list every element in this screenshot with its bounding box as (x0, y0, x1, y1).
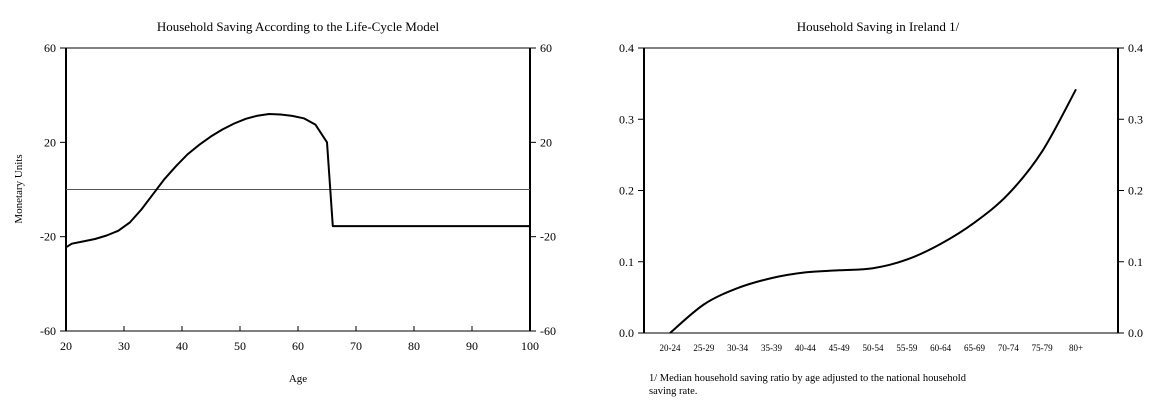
saving-ratio-line (669, 88, 1077, 334)
y-tick-label-right: -60 (540, 324, 556, 338)
y-tick-label-right: 0.3 (1128, 112, 1143, 126)
x-tick-label: 100 (521, 339, 539, 353)
y-tick-label-right: 0.4 (1128, 41, 1143, 55)
x-axis-label: Age (289, 373, 307, 385)
x-tick-label: 65-69 (964, 343, 985, 353)
y-tick-label: 60 (44, 41, 56, 55)
y-tick-label-right: 20 (540, 135, 552, 149)
chart-title: Household Saving in Ireland 1/ (797, 19, 960, 34)
x-tick-label: 50 (234, 339, 246, 353)
y-tick-label: -20 (40, 230, 56, 244)
x-tick-label: 55-59 (896, 343, 917, 353)
x-tick-label: 70-74 (998, 343, 1019, 353)
x-tick-label: 60-64 (930, 343, 951, 353)
plot-area-frame (643, 47, 1119, 334)
x-tick-label: 80+ (1069, 343, 1083, 353)
x-tick-label: 30-34 (727, 343, 748, 353)
x-tick-label: 80 (408, 339, 420, 353)
y-tick-label: 0.3 (619, 112, 634, 126)
x-tick-label: 20-24 (660, 343, 681, 353)
x-tick-label: 50-54 (863, 343, 884, 353)
x-tick-label: 45-49 (829, 343, 850, 353)
x-tick-label: 70 (350, 339, 362, 353)
x-tick-label: 40 (176, 339, 188, 353)
y-tick-label: 0.1 (619, 255, 634, 269)
x-tick-label: 40-44 (795, 343, 816, 353)
y-tick-label-right: -20 (540, 230, 556, 244)
y-tick-label-right: 60 (540, 41, 552, 55)
y-tick-label-right: 0.1 (1128, 255, 1143, 269)
footnote: 1/ Median household saving ratio by age … (649, 373, 969, 397)
y-tick-label: -60 (40, 324, 56, 338)
x-tick-label: 20 (60, 339, 72, 353)
x-tick-label: 25-29 (693, 343, 714, 353)
y-tick-label: 20 (44, 135, 56, 149)
x-tick-label: 60 (292, 339, 304, 353)
saving-line (65, 113, 530, 249)
ireland-saving-chart: Household Saving in Ireland 1/ 1/ Median… (619, 19, 1143, 397)
y-axis-label: Monetary Units (13, 154, 25, 223)
y-tick-label: 0.4 (619, 41, 634, 55)
x-tick-label: 75-79 (1032, 343, 1053, 353)
y-tick-label: 0.0 (619, 326, 634, 340)
x-tick-label: 30 (118, 339, 130, 353)
x-tick-label: 90 (466, 339, 478, 353)
chart-title: Household Saving According to the Life-C… (157, 19, 440, 34)
y-tick-label-right: 0.2 (1128, 184, 1143, 198)
life-cycle-chart: Household Saving According to the Life-C… (13, 19, 556, 385)
y-tick-label-right: 0.0 (1128, 326, 1143, 340)
y-tick-label: 0.2 (619, 184, 634, 198)
x-tick-label: 35-39 (761, 343, 782, 353)
